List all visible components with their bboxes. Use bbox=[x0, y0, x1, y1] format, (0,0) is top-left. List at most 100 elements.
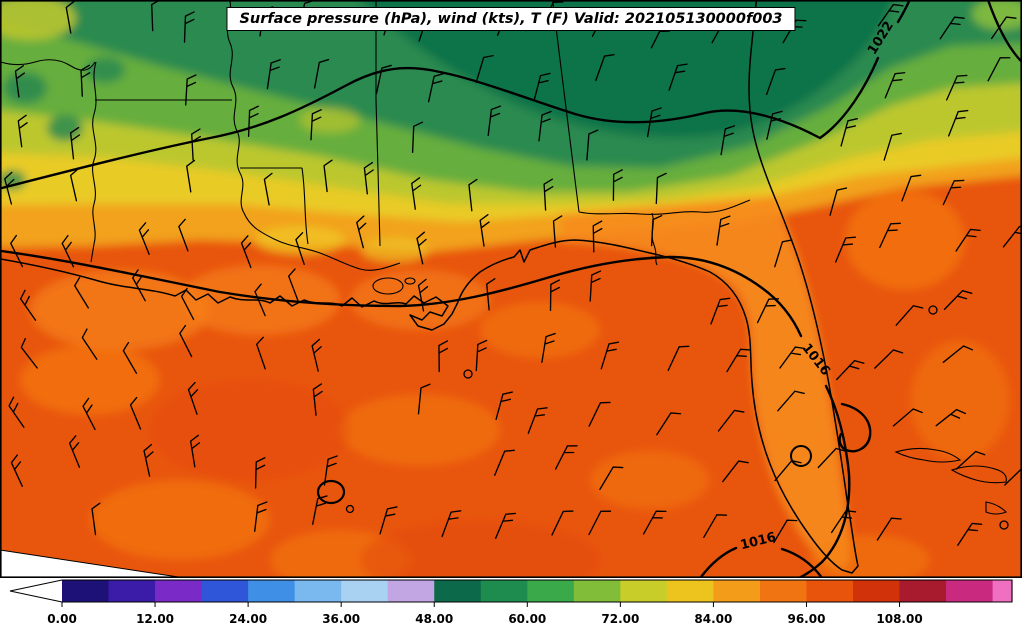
colorbar-segment bbox=[992, 580, 1013, 602]
wind-barb bbox=[69, 126, 81, 160]
wind-barb bbox=[817, 447, 847, 469]
wind-barb bbox=[288, 268, 299, 302]
colorbar-tick-label: 48.00 bbox=[415, 612, 453, 626]
wind-barb bbox=[840, 118, 858, 147]
wind-barb bbox=[14, 64, 26, 98]
wind-barb bbox=[884, 72, 906, 99]
colorbar-segment bbox=[853, 580, 901, 602]
bahamas-island bbox=[894, 447, 962, 463]
wind-barb bbox=[589, 270, 602, 302]
wind-barb bbox=[486, 278, 496, 311]
wind-barb bbox=[830, 510, 857, 534]
wind-barb bbox=[417, 278, 429, 312]
small-lake bbox=[404, 277, 416, 285]
wind-barb bbox=[438, 340, 449, 373]
wind-barb bbox=[943, 289, 973, 311]
wind-barb bbox=[901, 174, 922, 202]
wind-barb bbox=[379, 506, 398, 535]
colorbar-segment bbox=[294, 580, 342, 602]
colorbar-tick-label: 0.00 bbox=[47, 612, 77, 626]
wind-barb bbox=[441, 510, 462, 538]
wind-barb bbox=[955, 450, 986, 470]
wind-barb bbox=[10, 454, 23, 487]
map-title: Surface pressure (hPa), wind (kts), T (F… bbox=[226, 7, 796, 31]
wind-barb bbox=[942, 345, 974, 363]
colorbar-tick-label: 96.00 bbox=[787, 612, 825, 626]
wind-barb bbox=[877, 3, 904, 27]
red-river-border bbox=[0, 59, 96, 71]
wind-barb bbox=[717, 409, 745, 432]
wind-barb bbox=[765, 67, 786, 96]
wind-barb bbox=[417, 383, 431, 415]
colorbar-segments bbox=[62, 580, 1013, 602]
wind-barb bbox=[122, 341, 138, 374]
wind-barb bbox=[955, 228, 981, 252]
wind-barb bbox=[543, 178, 554, 211]
wind-barb bbox=[642, 510, 667, 535]
wind-barb bbox=[10, 234, 24, 268]
wind-barb bbox=[895, 305, 924, 326]
colorbar-tickmarks bbox=[61, 602, 901, 607]
wind-barb bbox=[883, 132, 902, 161]
wind-barb bbox=[541, 332, 556, 363]
wind-barb bbox=[494, 449, 515, 476]
wind-barb bbox=[416, 231, 427, 265]
wind-barb bbox=[716, 215, 731, 246]
wind-barb bbox=[773, 519, 798, 544]
mississippi-river bbox=[226, 0, 401, 271]
wind-barb bbox=[946, 74, 968, 101]
wind-barb bbox=[650, 214, 663, 247]
wind-barb bbox=[777, 390, 805, 412]
wind-barb bbox=[656, 412, 682, 436]
colorbar-tick-label: 108.00 bbox=[876, 612, 922, 626]
wind-barb bbox=[554, 445, 578, 470]
wind-barb bbox=[588, 510, 612, 536]
wind-barb bbox=[779, 346, 806, 369]
wind-barb bbox=[61, 234, 75, 268]
colorbar-tick-label: 36.00 bbox=[322, 612, 360, 626]
wind-barb bbox=[957, 522, 983, 546]
wind-barb bbox=[600, 341, 620, 370]
wind-barb bbox=[835, 236, 856, 263]
calm-wind-circle bbox=[928, 305, 938, 315]
wind-barb bbox=[948, 109, 969, 137]
colorbar-segment bbox=[946, 580, 994, 602]
isobar-corner bbox=[986, 0, 1022, 64]
wind-barb bbox=[82, 397, 96, 431]
colorbar-segment bbox=[248, 580, 296, 602]
wind-barb bbox=[312, 495, 328, 525]
wind-barb bbox=[186, 159, 196, 193]
colorbar-segment bbox=[713, 580, 761, 602]
wind-barb bbox=[876, 517, 902, 541]
calm-wind-circle bbox=[999, 520, 1009, 530]
isobar-hook bbox=[838, 402, 872, 453]
wind-barb bbox=[990, 16, 1017, 40]
lake-pontchartrain bbox=[372, 277, 404, 295]
colorbar-segment bbox=[806, 580, 854, 602]
wind-barb bbox=[313, 58, 330, 89]
wind-barb bbox=[935, 408, 967, 427]
wind-barb bbox=[892, 408, 923, 427]
closed-isobar bbox=[316, 479, 346, 505]
wind-barb bbox=[254, 457, 266, 489]
wind-barb bbox=[836, 359, 865, 381]
wind-barb bbox=[310, 109, 322, 141]
wind-barb bbox=[254, 283, 266, 317]
wind-barb bbox=[20, 337, 38, 369]
wind-barb bbox=[655, 172, 667, 205]
wind-barb bbox=[180, 287, 195, 321]
wind-barb bbox=[19, 289, 37, 321]
wind-barb bbox=[179, 324, 193, 358]
la-ms-border bbox=[240, 167, 309, 245]
colorbar-segment bbox=[573, 580, 621, 602]
fl-ga-border bbox=[578, 199, 751, 215]
wind-barb bbox=[189, 434, 201, 468]
wind-barb bbox=[592, 220, 603, 253]
wind-barb bbox=[185, 74, 197, 106]
wind-barb bbox=[479, 214, 490, 247]
colorbar-segment bbox=[759, 580, 808, 602]
wind-barb bbox=[588, 401, 611, 427]
calm-wind-circle bbox=[345, 504, 355, 514]
